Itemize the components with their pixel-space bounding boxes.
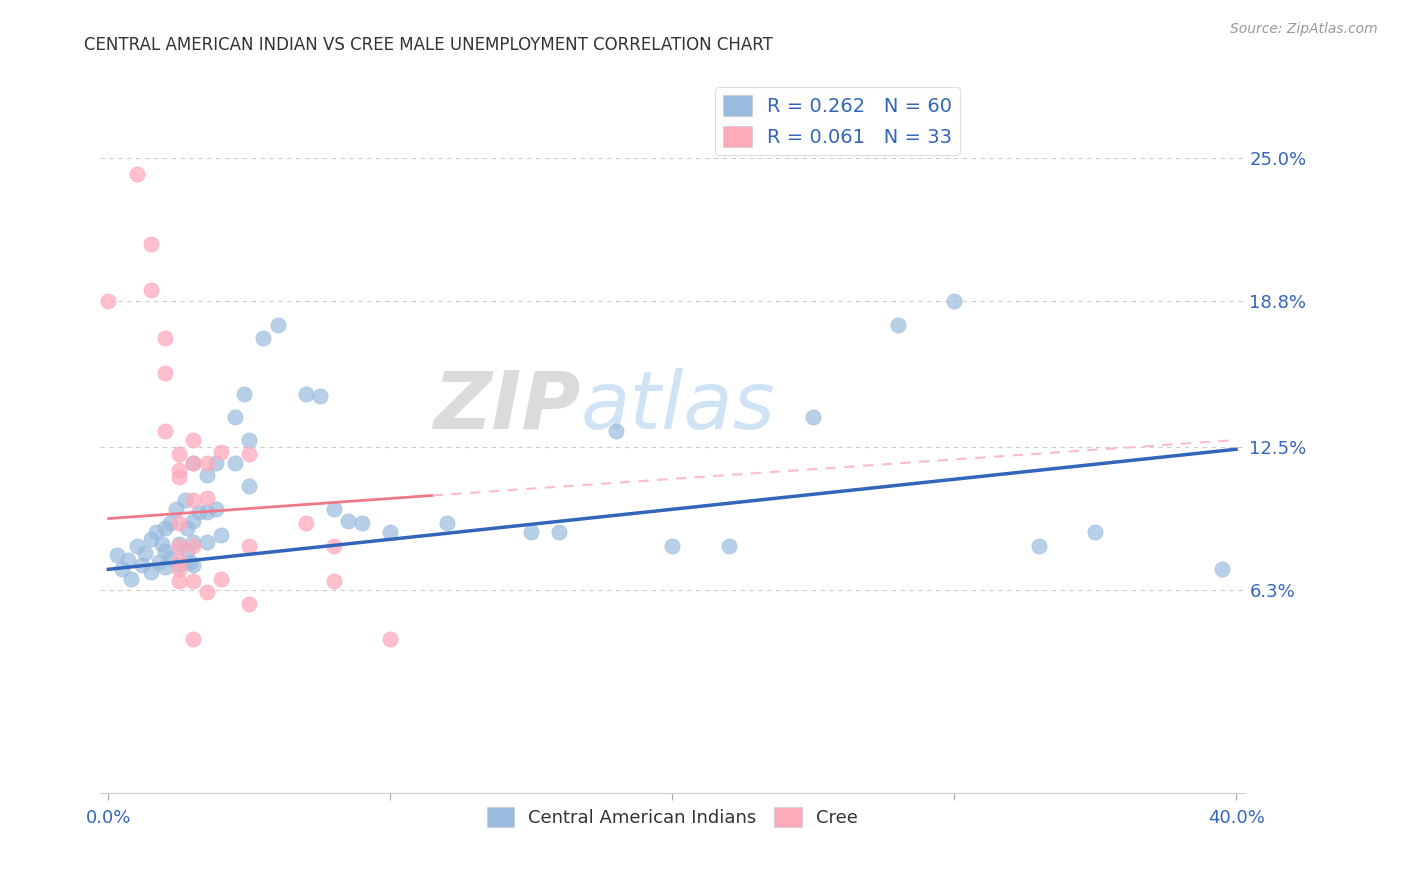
Point (139, 565, 162, 579)
Point (1084, 525, 1107, 540)
Point (167, 463, 190, 477)
Point (308, 389, 330, 403)
Point (605, 424, 627, 438)
Text: CENTRAL AMERICAN INDIAN VS CREE MALE UNEMPLOYMENT CORRELATION CHART: CENTRAL AMERICAN INDIAN VS CREE MALE UNE… (84, 36, 773, 54)
Point (195, 467, 218, 482)
Point (181, 558, 204, 572)
Point (238, 539, 260, 553)
Point (153, 366, 176, 380)
Point (167, 539, 190, 553)
Point (224, 456, 246, 470)
Point (209, 527, 232, 541)
Point (661, 539, 683, 553)
Point (167, 562, 190, 576)
Point (139, 533, 162, 547)
Point (167, 447, 190, 461)
Point (520, 525, 543, 540)
Point (294, 387, 316, 401)
Point (209, 444, 232, 458)
Point (125, 168, 148, 182)
Point (238, 479, 260, 493)
Point (1211, 562, 1233, 576)
Point (167, 558, 190, 572)
Point (176, 521, 198, 535)
Point (337, 514, 360, 528)
Point (167, 574, 190, 588)
Point (887, 318, 910, 332)
Point (238, 447, 260, 461)
Point (204, 502, 226, 516)
Point (436, 516, 458, 530)
Point (179, 556, 201, 570)
Point (323, 502, 346, 516)
Point (139, 283, 162, 297)
Point (195, 585, 218, 599)
Point (150, 537, 173, 551)
Point (181, 632, 204, 646)
Point (1028, 539, 1050, 553)
Point (139, 236, 162, 251)
Point (195, 456, 218, 470)
Point (195, 491, 218, 505)
Point (153, 521, 176, 535)
Point (153, 544, 176, 558)
Point (548, 525, 571, 540)
Point (195, 505, 218, 519)
Point (111, 562, 134, 576)
Point (167, 516, 190, 530)
Point (380, 632, 402, 646)
Text: Source: ZipAtlas.com: Source: ZipAtlas.com (1230, 22, 1378, 37)
Point (153, 424, 176, 438)
Point (105, 549, 128, 563)
Point (181, 493, 204, 508)
Point (125, 539, 148, 553)
Point (294, 516, 316, 530)
Point (181, 514, 204, 528)
Point (181, 574, 204, 588)
Point (159, 550, 181, 565)
Point (148, 556, 170, 570)
Point (195, 534, 218, 549)
Legend: Central American Indians, Cree: Central American Indians, Cree (479, 800, 865, 834)
Point (352, 516, 374, 530)
Point (173, 493, 195, 508)
Point (117, 553, 139, 567)
Point (176, 544, 198, 558)
Point (204, 456, 226, 470)
Point (145, 525, 167, 540)
Point (323, 539, 346, 553)
Point (153, 331, 176, 345)
Point (134, 546, 156, 560)
Point (181, 456, 204, 470)
Point (167, 537, 190, 551)
Point (131, 558, 153, 572)
Point (187, 505, 209, 519)
Point (323, 574, 346, 588)
Text: atlas: atlas (581, 368, 776, 446)
Point (159, 516, 181, 530)
Text: ZIP: ZIP (433, 368, 581, 446)
Point (167, 553, 190, 567)
Point (153, 560, 176, 574)
Point (717, 539, 740, 553)
Point (252, 331, 274, 345)
Point (224, 409, 246, 424)
Point (97, 294, 120, 309)
Point (209, 572, 232, 586)
Point (943, 294, 966, 309)
Point (266, 318, 288, 332)
Point (181, 456, 204, 470)
Point (120, 572, 142, 586)
Point (181, 539, 204, 553)
Point (181, 534, 204, 549)
Point (380, 525, 402, 540)
Point (181, 433, 204, 447)
Point (165, 502, 187, 516)
Point (801, 409, 824, 424)
Point (238, 597, 260, 611)
Point (232, 387, 254, 401)
Point (238, 433, 260, 447)
Point (167, 470, 190, 484)
